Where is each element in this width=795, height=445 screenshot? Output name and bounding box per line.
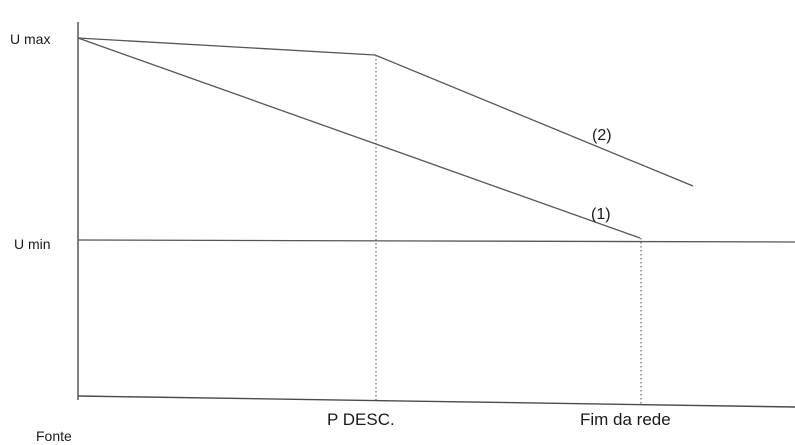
curve-1-line xyxy=(77,37,641,239)
u-min-line xyxy=(77,239,795,243)
origin-label: Fonte xyxy=(36,428,72,444)
u-max-label: U max xyxy=(10,31,50,47)
end-label: Fim da rede xyxy=(580,410,671,429)
x-axis xyxy=(77,395,795,408)
curve-1-label: (1) xyxy=(591,206,611,223)
curve-2-label: (2) xyxy=(592,127,612,144)
curve-2-line xyxy=(77,37,694,187)
u-min-label: U min xyxy=(14,236,51,252)
p-desc-label: P DESC. xyxy=(327,410,395,429)
